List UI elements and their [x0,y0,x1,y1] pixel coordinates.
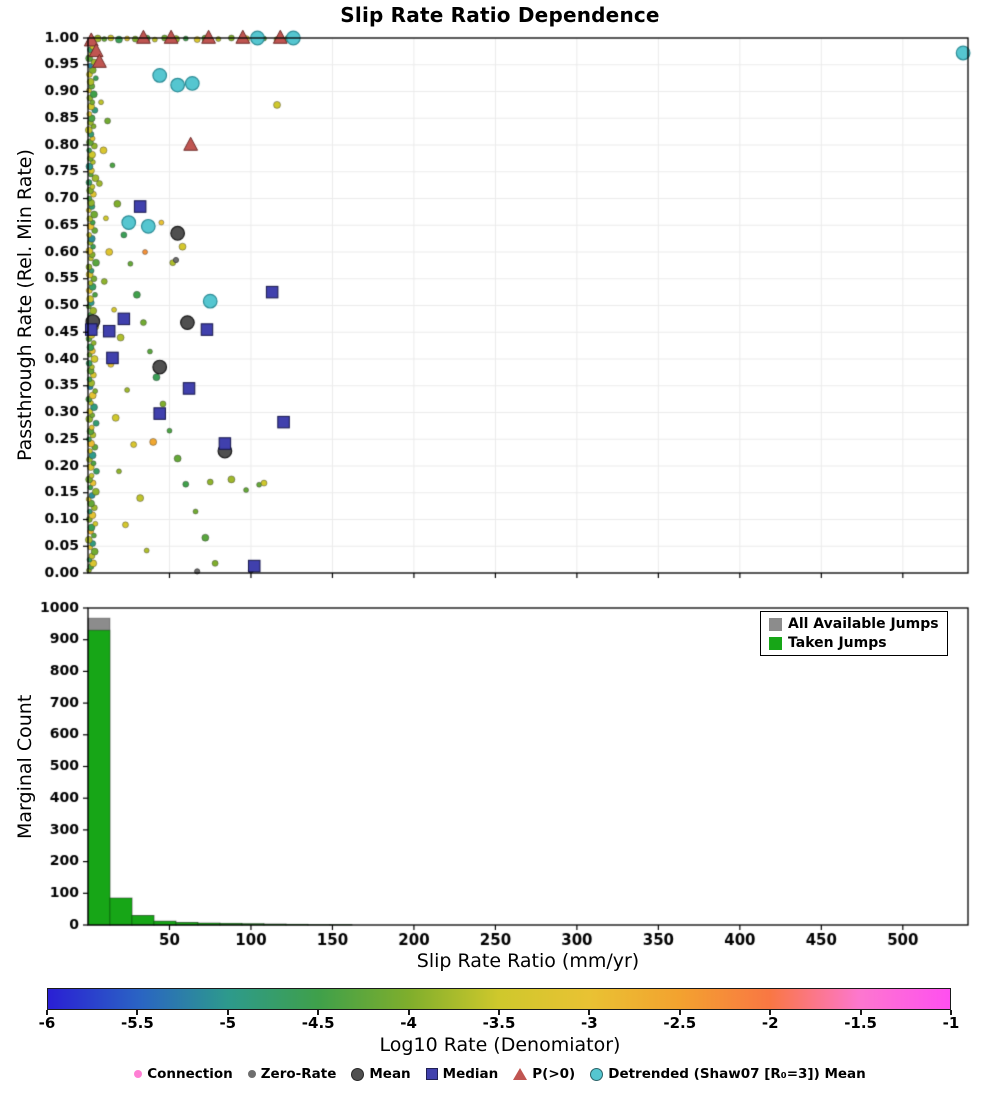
colorbar-tick-mark [136,1010,139,1015]
circle-marker-icon [351,1067,365,1081]
colorbar-tick-mark [407,1010,410,1015]
marker-legend: Connection Zero-Rate Mean Median P(>0) Detren… [0,1066,1000,1082]
colorbar-tick-mark [498,1010,500,1015]
colorbar-tick-label: -3 [581,1014,598,1032]
scatter-y-axis-label: Passthrough Rate (Rel. Min Rate) [14,149,36,462]
marker-legend-item: Detrended (Shaw07 [R₀=3]) Mean [590,1066,866,1082]
colorbar-tick-mark [46,1010,48,1015]
square-marker-icon [425,1068,438,1080]
dot-marker-icon [247,1070,256,1078]
histogram-y-axis-label: Marginal Count [14,694,36,839]
circle-marker-icon [590,1067,604,1081]
histogram-legend-item: Taken Jumps [769,635,939,651]
marker-legend-item: P(>0) [513,1066,575,1082]
triangle-marker-icon [513,1068,528,1080]
colorbar-tick-label: -5.5 [120,1014,154,1032]
marker-legend-label: Median [442,1066,499,1082]
legend-swatch-icon [769,636,782,650]
colorbar-tick-mark [769,1010,772,1015]
colorbar-tick-mark [950,1010,952,1015]
scatter-plot-canvas [0,28,1000,588]
marker-legend-label: P(>0) [532,1066,576,1082]
figure-title: Slip Rate Ratio Dependence [340,3,660,27]
colorbar-tick-mark [588,1010,591,1015]
colorbar-tick-label: -1 [942,1014,960,1032]
dot-marker-icon [134,1070,143,1078]
colorbar-tick-mark [678,1010,681,1015]
marker-legend-item: Mean [351,1066,411,1082]
colorbar-tick-label: -2.5 [663,1014,697,1032]
colorbar-tick-label: -4 [400,1014,417,1032]
marker-legend-label: Mean [369,1066,411,1082]
colorbar-tick-label: -3.5 [482,1014,516,1032]
x-axis-label: Slip Rate Ratio (mm/yr) [416,950,640,972]
colorbar-tick-label: -5 [219,1014,237,1032]
colorbar-label: Log10 Rate (Denomiator) [379,1034,621,1056]
colorbar-tick-label: -6 [38,1014,56,1032]
histogram-legend: All Available Jumps Taken Jumps [760,611,948,656]
marker-legend-label: Connection [147,1066,233,1082]
colorbar-tick-label: -2 [761,1014,779,1032]
marker-legend-label: Detrended (Shaw07 [R₀=3]) Mean [608,1066,866,1082]
marker-legend-item: Median [425,1066,499,1082]
marker-legend-item: Zero-Rate [247,1066,337,1082]
histogram-legend-item: All Available Jumps [769,616,939,632]
colorbar [47,988,951,1010]
legend-label: Taken Jumps [788,635,887,651]
colorbar-tick-mark [859,1010,862,1015]
colorbar-tick-label: -1.5 [844,1014,877,1032]
legend-label: All Available Jumps [788,616,939,632]
legend-swatch-icon [769,617,782,631]
marker-legend-label: Zero-Rate [260,1066,337,1082]
colorbar-tick-label: -4.5 [301,1014,335,1032]
colorbar-tick-mark [226,1010,229,1015]
marker-legend-item: Connection [134,1066,233,1082]
colorbar-tick-mark [317,1010,320,1015]
